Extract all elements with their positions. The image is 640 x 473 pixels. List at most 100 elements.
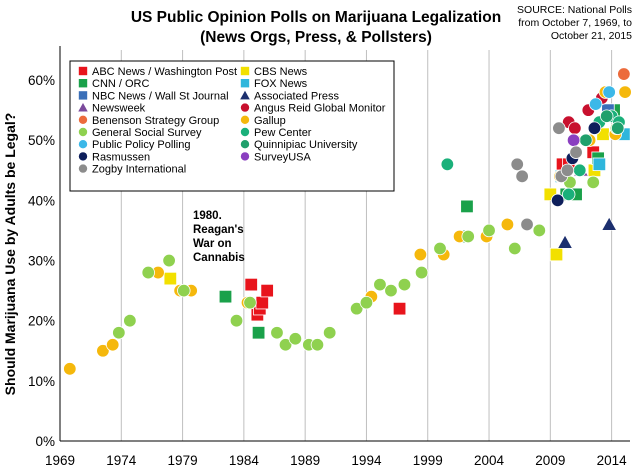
legend-label-cbs-news: CBS News — [254, 66, 308, 78]
point-general-social-survey — [278, 338, 293, 352]
legend-label-associated-press: Associated Press — [254, 90, 339, 102]
legend-marker-surveyusa — [239, 151, 250, 162]
point-cnn-orc — [251, 326, 266, 340]
point-quinnipiac-university — [579, 133, 593, 147]
y-tick-label: 10% — [28, 374, 55, 389]
legend-marker-quinnipiac-university — [239, 139, 250, 150]
y-tick-label: 30% — [28, 254, 55, 269]
point-general-social-survey — [482, 223, 496, 238]
data-points — [63, 67, 632, 376]
point-cbs-news — [163, 271, 178, 286]
annotation-line-2: Reagan's — [193, 224, 244, 236]
legend-marker-nbc-news-wall-st-journal — [78, 90, 89, 101]
y-tick-label: 20% — [28, 314, 55, 329]
point-pew-center — [573, 163, 587, 178]
point-fox-news — [592, 157, 607, 171]
point-zogby-international — [560, 163, 575, 178]
point-zogby-international — [515, 169, 529, 184]
x-tick-label: 1974 — [106, 453, 137, 468]
legend-marker-cbs-news — [239, 66, 250, 77]
point-quinnipiac-university — [611, 121, 625, 135]
point-general-social-survey — [461, 229, 475, 244]
legend-label-angus-reid-global-monitor: Angus Reid Global Monitor — [254, 103, 386, 115]
point-associated-press — [557, 234, 573, 249]
legend-label-rasmussen: Rasmussen — [92, 151, 150, 163]
point-general-social-survey — [397, 277, 412, 292]
point-angus-reid-global-monitor — [568, 121, 582, 135]
point-zogby-international — [510, 157, 524, 171]
point-abc-news-washington-post — [255, 295, 269, 310]
legend-label-gallup: Gallup — [254, 115, 286, 127]
point-general-social-survey — [288, 332, 303, 346]
legend-label-zogby-international: Zogby International — [92, 164, 186, 176]
x-tick-label: 2004 — [474, 453, 505, 468]
legend-marker-abc-news-washington-post — [78, 66, 89, 77]
point-gallup — [500, 217, 515, 232]
y-axis-label: Should Marijuana Use by Adults be Legal? — [2, 113, 18, 396]
legend-label-benenson-strategy-group: Benenson Strategy Group — [92, 115, 219, 127]
point-zogby-international — [569, 145, 583, 159]
legend-marker-public-policy-polling — [78, 139, 89, 150]
x-tick-label: 1994 — [351, 453, 382, 468]
y-tick-label: 40% — [28, 193, 55, 208]
chart-title: US Public Opinion Polls on Marijuana Leg… — [131, 9, 501, 26]
legend-marker-rasmussen — [78, 151, 89, 162]
point-benenson-strategy-group — [617, 67, 631, 81]
point-general-social-survey — [508, 241, 522, 256]
point-pew-center — [440, 157, 455, 171]
annotation-line-1: 1980. — [193, 210, 222, 222]
legend: ABC News / Washington Post CBS News CNN / … — [69, 60, 395, 192]
legend-marker-newsweek — [77, 101, 89, 113]
point-abc-news-washington-post — [260, 283, 274, 298]
point-general-social-survey — [123, 313, 137, 328]
axes: 1969 1974 1979 1984 1989 1994 1999 2004 2009 2014… — [28, 46, 630, 468]
point-public-policy-polling — [602, 85, 616, 99]
legend-marker-gallup — [239, 114, 250, 125]
legend-marker-associated-press — [239, 89, 251, 100]
point-general-social-survey — [229, 313, 244, 328]
legend-label-cnn-orc: CNN / ORC — [92, 78, 150, 90]
x-tick-label: 1999 — [413, 453, 443, 468]
chart-subtitle: (News Orgs, Press, & Pollsters) — [200, 29, 432, 46]
legend-label-abc-news-washington-post: ABC News / Washington Post — [92, 66, 237, 78]
legend-box — [69, 60, 395, 192]
point-zogby-international — [552, 121, 566, 135]
point-rasmussen — [550, 193, 565, 208]
legend-label-general-social-survey: General Social Survey — [92, 127, 202, 139]
point-general-social-survey — [586, 175, 600, 190]
point-cbs-news — [549, 247, 564, 262]
point-general-social-survey — [532, 223, 546, 238]
legend-label-public-policy-polling: Public Policy Polling — [92, 139, 190, 151]
legend-marker-cnn-orc — [78, 78, 89, 89]
x-tick-label: 1969 — [45, 453, 75, 468]
point-gallup — [106, 338, 120, 352]
point-general-social-survey — [243, 295, 257, 310]
legend-label-pew-center: Pew Center — [254, 127, 312, 139]
x-tick-label: 1984 — [229, 453, 260, 468]
point-pew-center — [562, 187, 576, 202]
point-zogby-international — [520, 217, 534, 232]
point-cnn-orc — [460, 199, 474, 214]
y-tick-label: 0% — [35, 434, 55, 449]
point-abc-news-washington-post — [244, 277, 258, 292]
x-tick-label: 1989 — [290, 453, 320, 468]
point-gallup — [413, 247, 428, 262]
annotation-line-3: War on — [193, 238, 232, 250]
point-cnn-orc — [218, 289, 233, 304]
point-gallup — [618, 85, 632, 99]
point-general-social-survey — [384, 283, 398, 298]
legend-marker-angus-reid-global-monitor — [239, 102, 250, 113]
legend-marker-fox-news — [239, 78, 250, 89]
point-associated-press — [601, 216, 617, 231]
point-abc-news-washington-post — [392, 301, 407, 316]
point-gallup — [96, 344, 110, 358]
source-line-1: SOURCE: National Polls — [517, 4, 632, 16]
point-general-social-survey — [162, 253, 176, 268]
source-line-2: from October 7, 1969, to — [518, 17, 632, 29]
point-general-social-survey — [141, 265, 155, 280]
x-tick-label: 1979 — [168, 453, 198, 468]
point-general-social-survey — [349, 301, 364, 316]
point-general-social-survey — [433, 241, 447, 256]
point-general-social-survey — [373, 277, 387, 292]
annotation-line-4: Cannabis — [193, 252, 245, 264]
